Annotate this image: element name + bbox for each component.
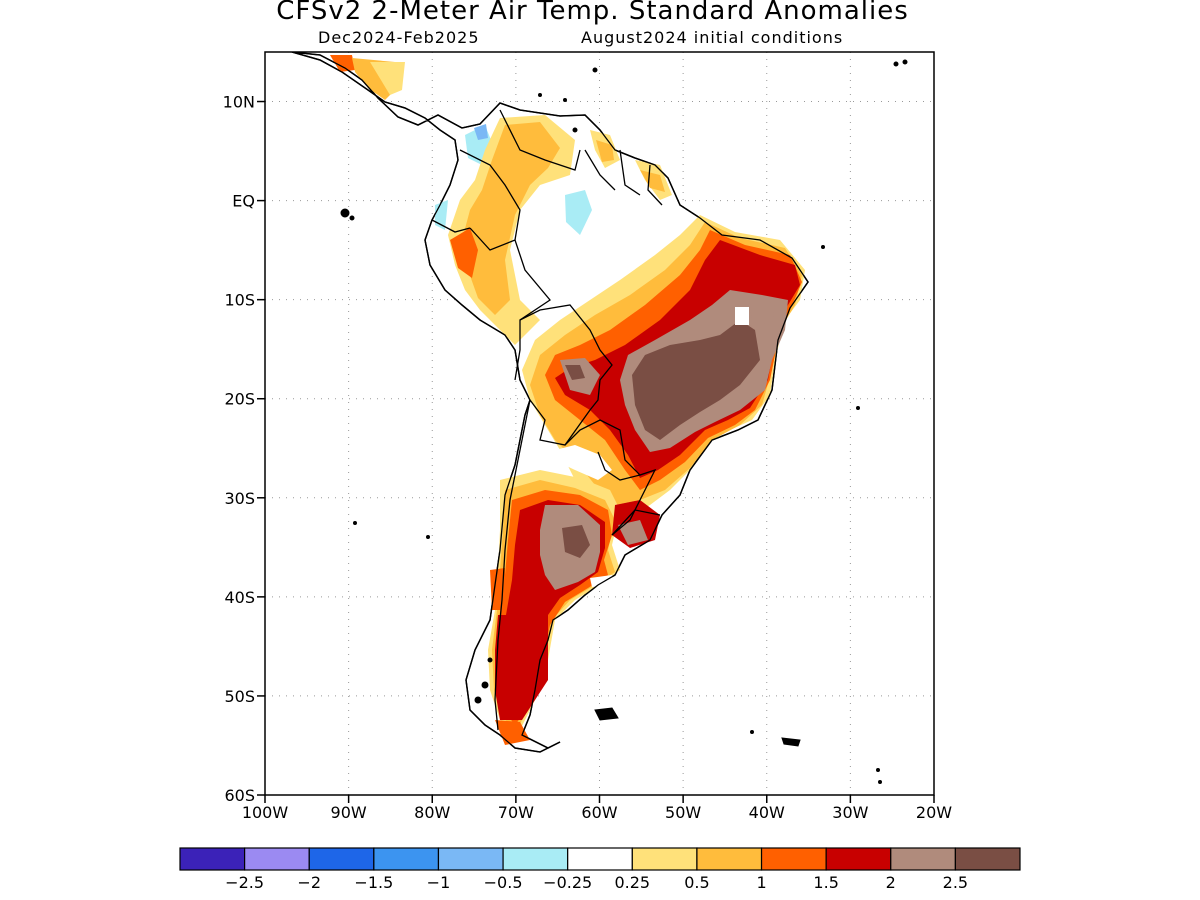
lat-tick-label: 10N xyxy=(223,93,255,112)
colorbar-label: 2.5 xyxy=(943,873,968,892)
colorbar-label: −1 xyxy=(427,873,451,892)
colorbar-label: −2.5 xyxy=(225,873,264,892)
colorbar-swatch xyxy=(244,847,310,871)
colorbar-label: 0.25 xyxy=(614,873,650,892)
colorbar-swatch xyxy=(890,847,956,871)
colorbar-swatch xyxy=(825,847,892,871)
colorbar-label: −0.5 xyxy=(484,873,523,892)
lat-tick-label: EQ xyxy=(232,192,255,211)
islands xyxy=(340,59,908,784)
colorbar-swatch xyxy=(696,847,763,871)
lat-tick-label: 50S xyxy=(224,687,255,706)
colorbar-label: −2 xyxy=(297,873,321,892)
lat-tick-label: 10S xyxy=(224,291,255,310)
colorbar-swatch xyxy=(567,847,633,871)
lon-tick-label: 30W xyxy=(832,803,868,822)
colorbar-swatch xyxy=(437,847,504,871)
lat-tick-label: 60S xyxy=(224,786,255,805)
initial-conditions: August2024 initial conditions xyxy=(581,28,844,47)
colorbar-swatch xyxy=(631,847,698,871)
colorbar-swatch xyxy=(502,847,569,871)
latitude-axis: 10N EQ 10S 20S 30S 40S 50S 60S xyxy=(223,93,265,805)
country-borders xyxy=(291,52,809,753)
colorbar-label: −0.25 xyxy=(543,873,592,892)
lat-tick-label: 30S xyxy=(224,489,255,508)
colorbar-swatch xyxy=(760,847,827,871)
colorbar-label: 2 xyxy=(886,873,896,892)
colorbar-swatch xyxy=(954,847,1021,871)
colorbar xyxy=(179,847,1021,871)
lat-tick-label: 40S xyxy=(224,588,255,607)
colorbar-swatch xyxy=(373,847,440,871)
lon-tick-label: 80W xyxy=(414,803,450,822)
lon-tick-label: 40W xyxy=(749,803,785,822)
forecast-period: Dec2024-Feb2025 xyxy=(318,28,480,47)
colorbar-label: 1 xyxy=(756,873,766,892)
lat-tick-label: 20S xyxy=(224,390,255,409)
lon-tick-label: 70W xyxy=(498,803,534,822)
lon-tick-label: 60W xyxy=(581,803,617,822)
colorbar-swatch xyxy=(308,847,375,871)
anomaly-shading xyxy=(330,55,805,745)
lon-tick-label: 90W xyxy=(331,803,367,822)
colorbar-label: 0.5 xyxy=(684,873,709,892)
lon-tick-label: 20W xyxy=(916,803,952,822)
map-title: CFSv2 2-Meter Air Temp. Standard Anomali… xyxy=(276,0,909,26)
lon-tick-label: 50W xyxy=(665,803,701,822)
colorbar-label: −1.5 xyxy=(354,873,393,892)
lon-tick-label: 100W xyxy=(242,803,289,822)
longitude-axis: 100W 90W 80W 70W 60W 50W 40W 30W 20W xyxy=(242,795,952,822)
colorbar-swatch xyxy=(179,847,246,871)
colorbar-label: 1.5 xyxy=(813,873,838,892)
colorbar-labels: −2.5 −2 −1.5 −1 −0.5 −0.25 0.25 0.5 1 1.5 2 2.5 xyxy=(225,873,968,892)
